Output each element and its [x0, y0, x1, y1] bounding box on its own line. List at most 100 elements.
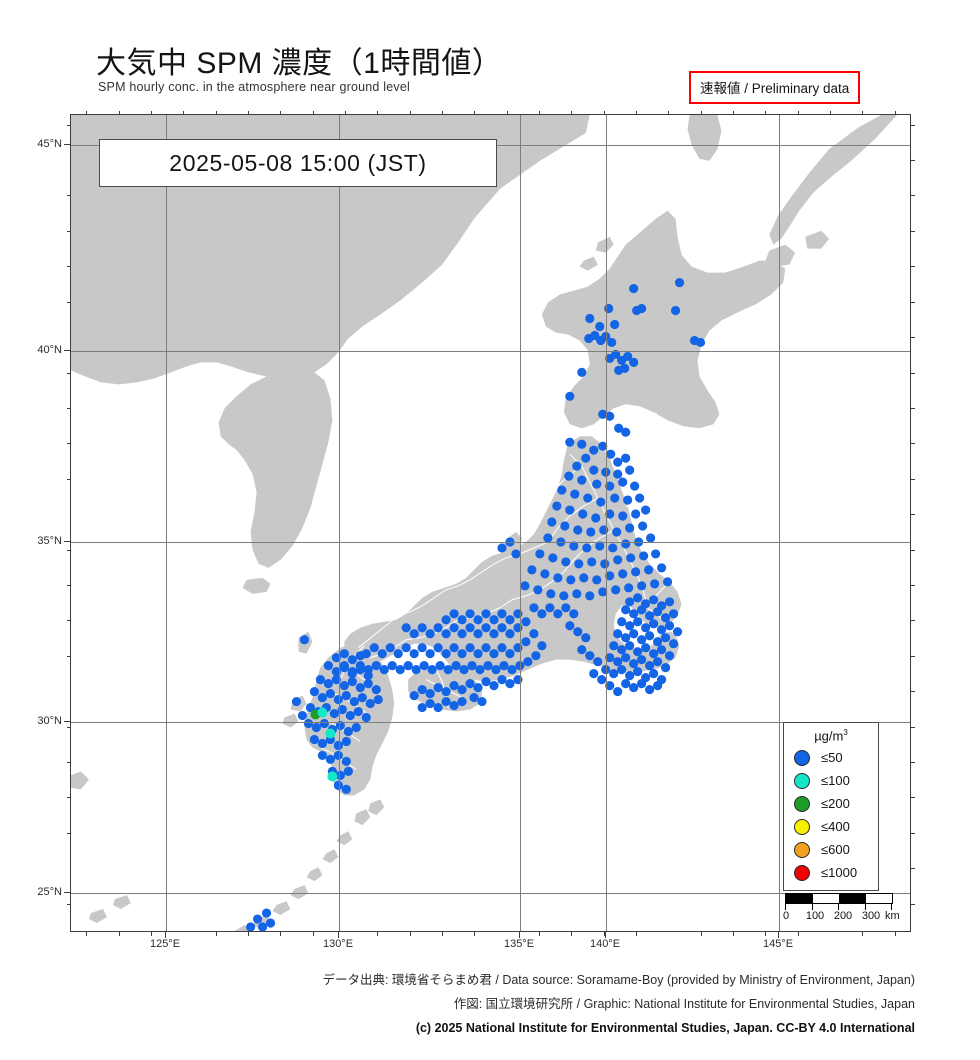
y-minor-tick-right	[911, 160, 915, 162]
x-tick-label-140E: 140°E	[589, 938, 621, 950]
x-minor-tick-top	[571, 110, 573, 114]
x-minor-tick	[797, 932, 799, 936]
gridline-lon-140	[606, 115, 607, 931]
y-minor-tick-right	[911, 372, 915, 374]
y-tick-label-40N: 40°N	[37, 344, 62, 356]
legend-label: ≤100	[821, 773, 850, 789]
y-minor-tick-right	[911, 832, 915, 834]
y-minor-tick-right	[911, 726, 915, 728]
y-tick-label-25N: 25°N	[37, 886, 62, 898]
legend-unit-superscript: 3	[843, 728, 848, 737]
gridline-lat-25	[71, 893, 910, 894]
x-minor-tick	[280, 932, 282, 936]
x-minor-tick-top	[280, 110, 282, 114]
y-minor-tick-right	[911, 514, 915, 516]
legend-color-swatch-icon	[794, 749, 810, 766]
legend-label: ≤400	[821, 819, 850, 835]
footer-copyright: (c) 2025 National Institute for Environm…	[415, 1021, 915, 1035]
station-data-points	[245, 278, 706, 931]
legend-label: ≤50	[821, 750, 843, 766]
x-minor-tick-top	[247, 110, 249, 114]
x-minor-tick	[894, 932, 896, 936]
y-minor-tick-right	[911, 549, 915, 551]
x-minor-tick	[765, 932, 767, 936]
y-minor-tick-right	[911, 903, 915, 905]
scale-bar-ticks	[785, 904, 893, 910]
x-minor-tick-top	[506, 110, 508, 114]
legend-item-400[interactable]: ≤400	[784, 815, 878, 838]
x-tick-label-135E: 135°E	[503, 938, 535, 950]
y-minor-tick-right	[911, 655, 915, 657]
footer-data-source: データ出典: 環境省そらまめ君 / Data source: Soramame-…	[322, 973, 915, 987]
x-minor-tick	[636, 932, 638, 936]
x-minor-tick-top	[830, 110, 832, 114]
y-tick-label-30N: 30°N	[37, 715, 62, 727]
map-plot-area[interactable]	[70, 114, 911, 932]
gridline-lat-40	[71, 351, 910, 352]
x-minor-tick-top	[862, 110, 864, 114]
legend-color-swatch-icon	[794, 864, 810, 881]
y-tick-label-35N: 35°N	[37, 535, 62, 547]
scale-bar-segments	[785, 893, 893, 904]
gridline-lon-135	[520, 115, 521, 931]
x-tick-label-145E: 145°E	[762, 938, 794, 950]
x-minor-tick-top	[894, 110, 896, 114]
legend-item-600[interactable]: ≤600	[784, 838, 878, 861]
y-minor-tick	[66, 407, 70, 409]
y-minor-tick	[66, 726, 70, 728]
x-minor-tick-top	[215, 110, 217, 114]
x-minor-tick-top	[118, 110, 120, 114]
y-minor-tick	[66, 230, 70, 232]
legend-title: µg/m3	[784, 728, 878, 743]
x-minor-tick-top	[636, 110, 638, 114]
scale-label-0: 0	[782, 910, 790, 922]
x-minor-tick	[474, 932, 476, 936]
legend-color-swatch-icon	[794, 841, 810, 858]
x-minor-tick	[539, 932, 541, 936]
legend-color-swatch-icon	[794, 818, 810, 835]
scale-label-300: 300	[861, 910, 881, 922]
x-minor-tick-top	[312, 110, 314, 114]
x-minor-tick-top	[150, 110, 152, 114]
x-minor-tick-top	[603, 110, 605, 114]
scale-segment-white-2	[865, 894, 892, 903]
legend-color-swatch-icon	[794, 795, 810, 812]
x-minor-tick	[441, 932, 443, 936]
y-tick-label-45N: 45°N	[37, 138, 62, 150]
gridline-lat-30	[71, 722, 910, 723]
legend-unit-text: µg/m	[814, 728, 844, 744]
y-minor-tick-right	[911, 195, 915, 197]
scale-segment-black-1	[786, 894, 813, 903]
y-minor-tick-right	[911, 584, 915, 586]
x-minor-tick	[603, 932, 605, 936]
y-minor-tick-right	[911, 691, 915, 693]
x-minor-tick	[118, 932, 120, 936]
y-minor-tick-right	[911, 478, 915, 480]
y-minor-tick-right	[911, 797, 915, 799]
scale-bar: 0 100 200 300 km	[782, 893, 925, 925]
x-minor-tick-top	[797, 110, 799, 114]
scale-label-unit: km	[885, 910, 900, 922]
x-minor-tick-top	[183, 110, 185, 114]
x-minor-tick	[150, 932, 152, 936]
x-minor-tick-top	[733, 110, 735, 114]
legend-item-50[interactable]: ≤50	[784, 746, 878, 769]
x-minor-tick-top	[344, 110, 346, 114]
x-minor-tick-top	[441, 110, 443, 114]
legend-label: ≤1000	[821, 865, 858, 881]
x-minor-tick-top	[539, 110, 541, 114]
scale-bar-labels: 0 100 200 300 km	[782, 910, 925, 925]
footer-graphic-credit: 作図: 国立環境研究所 / Graphic: National Institut…	[453, 997, 915, 1011]
x-minor-tick	[700, 932, 702, 936]
x-minor-tick	[409, 932, 411, 936]
y-minor-tick	[66, 620, 70, 622]
x-minor-tick	[247, 932, 249, 936]
y-minor-tick-right	[911, 407, 915, 409]
legend-item-100[interactable]: ≤100	[784, 769, 878, 792]
gridline-lon-125	[166, 115, 167, 931]
legend-color-swatch-icon	[794, 772, 810, 789]
page-title: 大気中 SPM 濃度（1時間値）	[96, 47, 503, 80]
legend-item-200[interactable]: ≤200	[784, 792, 878, 815]
legend-item-1000[interactable]: ≤1000	[784, 861, 878, 884]
x-minor-tick-top	[409, 110, 411, 114]
